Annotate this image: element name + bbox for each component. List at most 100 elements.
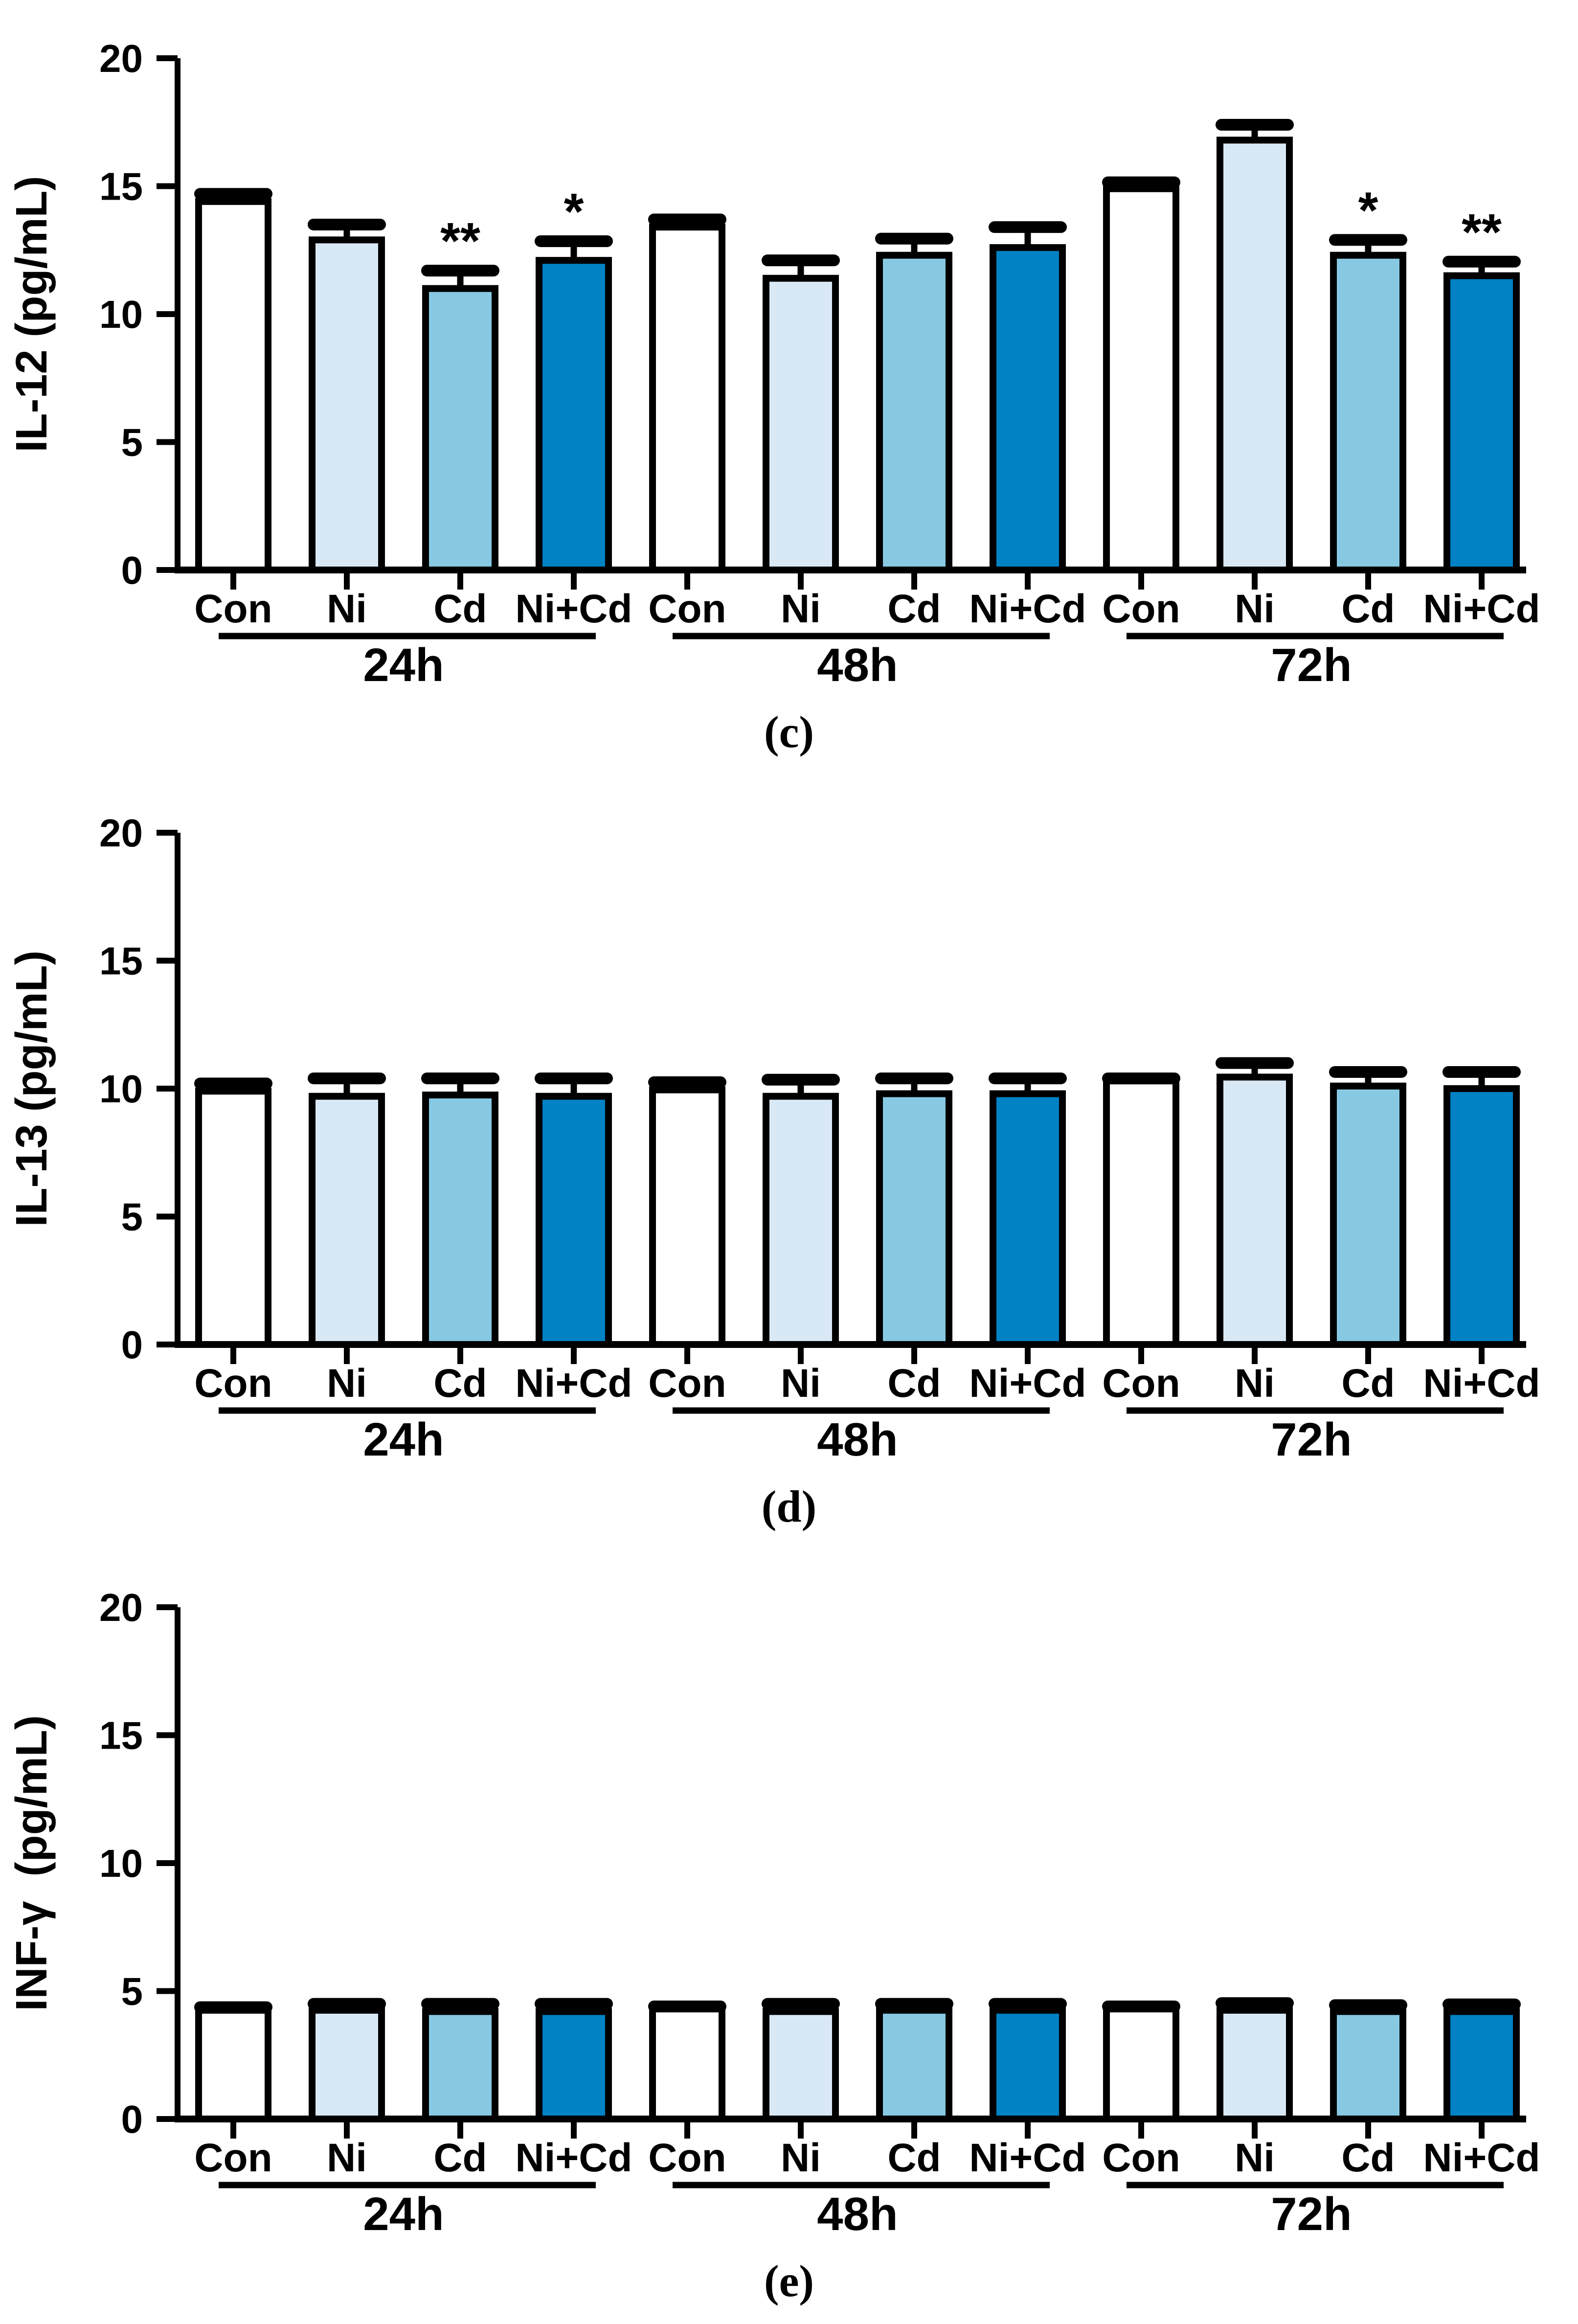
y-tick-label: 5 [121,1195,143,1239]
bar-48h-Ni+Cd [990,2006,1066,2122]
y-tick-label: 10 [99,1842,143,1885]
category-label: Ni+Cd [969,587,1086,631]
y-tick-label: 20 [99,811,143,855]
group-label: 48h [817,639,898,691]
group-label: 24h [363,639,444,691]
group-label: 48h [817,2188,898,2240]
category-label: Ni+Cd [969,2136,1086,2180]
category-label: Cd [887,1361,941,1406]
bar-24h-Ni+Cd [536,2008,612,2123]
y-tick-label: 20 [99,1586,143,1629]
category-label: Con [1102,587,1180,631]
bar-72h-Ni+Cd [1443,2008,1520,2123]
bar-72h-Ni [1217,1073,1293,1348]
category-label: Con [194,587,272,631]
category-label: Con [648,1361,726,1406]
panel-label-e: (e) [764,2256,814,2306]
category-label: Cd [1341,1361,1395,1406]
y-axis-title: IL-13 (pg/mL) [7,951,56,1227]
y-tick-label: 0 [121,548,143,592]
il12-bar-chart: 0 5 10 15 20 IL-12 (pg/mL) Con Ni ** Cd * Ni+Cd 24h C… [7,37,1540,691]
bar-48h-Con [649,1086,725,1348]
group-label: 24h [363,1413,444,1466]
group-label: 24h [363,2188,444,2240]
category-label: Ni+Cd [1423,587,1540,631]
bar-48h-Ni [763,274,839,573]
bar-24h-Cd [422,2008,498,2123]
significance-label: ** [1462,204,1502,261]
bar-48h-Ni [763,2008,839,2123]
bar-72h-Cd [1330,251,1406,573]
bar-48h-Ni [763,1093,839,1348]
bar-72h-Ni+Cd [1443,1085,1520,1348]
category-label: Con [1102,2136,1180,2180]
y-tick-label: 0 [121,2097,143,2141]
bar-48h-Ni+Cd [990,1090,1066,1348]
category-label: Ni [327,587,367,631]
panel-label-d: (d) [761,1481,817,1531]
bar-24h-Ni [309,2006,385,2122]
y-tick-label: 10 [99,1067,143,1111]
panel-label-c: (c) [764,707,814,757]
significance-label: * [564,183,584,240]
bar-72h-Ni [1217,137,1293,573]
bar-48h-Ni+Cd [990,244,1066,573]
chart-panel-d: 0 5 10 15 20 IL-13 (pg/mL) Con Ni Cd Ni+Cd 24h Con N… [0,775,1578,1549]
category-label: Ni+Cd [515,587,632,631]
category-label: Ni [327,1361,367,1406]
bar-48h-Cd [876,1090,952,1348]
bar-72h-Con [1103,1077,1179,1348]
y-tick-label: 0 [121,1323,143,1367]
category-label: Ni [327,2136,367,2180]
category-label: Con [194,1361,272,1406]
bar-72h-Ni [1217,2006,1293,2122]
category-label: Ni [1235,587,1275,631]
y-tick-label: 15 [99,165,143,208]
bar-48h-Cd [876,251,952,573]
bar-72h-Con [1103,185,1179,574]
category-label: Cd [433,587,487,631]
category-label: Cd [887,2136,941,2180]
bar-72h-Cd [1330,2008,1406,2123]
bar-24h-Ni+Cd [536,257,612,573]
group-label: 72h [1271,2188,1352,2240]
category-label: Ni [1235,2136,1275,2180]
category-label: Cd [433,1361,487,1406]
bar-48h-Cd [876,2006,952,2122]
y-tick-label: 20 [99,37,143,80]
category-label: Con [194,2136,272,2180]
y-axis-title: INF-γ (pg/mL) [7,1715,56,2011]
y-tick-label: 10 [99,293,143,336]
category-label: Ni+Cd [1423,2136,1540,2180]
bar-72h-Con [1103,2005,1179,2122]
significance-label: * [1358,182,1378,239]
category-label: Cd [433,2136,487,2180]
bar-72h-Cd [1330,1082,1406,1348]
bar-24h-Ni+Cd [536,1093,612,1348]
category-label: Ni+Cd [1423,1361,1540,1406]
group-label: 72h [1271,639,1352,691]
category-label: Ni+Cd [515,1361,632,1406]
category-label: Ni [781,2136,821,2180]
bar-48h-Con [649,224,725,573]
y-tick-label: 5 [121,421,143,464]
chart-panel-c: 0 5 10 15 20 IL-12 (pg/mL) Con Ni ** Cd * Ni+Cd 24h C… [0,0,1578,775]
category-label: Cd [1341,587,1395,631]
y-axis-title: IL-12 (pg/mL) [7,176,56,453]
bar-24h-Con [195,2006,271,2122]
bar-24h-Cd [422,1092,498,1348]
category-label: Cd [887,587,941,631]
bar-24h-Ni [309,236,385,573]
y-tick-label: 5 [121,1970,143,2013]
category-label: Ni [1235,1361,1275,1406]
category-label: Con [1102,1361,1180,1406]
bar-24h-Con [195,1088,271,1348]
category-label: Con [648,587,726,631]
significance-label: ** [440,212,480,270]
category-label: Ni [781,1361,821,1406]
bar-48h-Con [649,2005,725,2122]
group-label: 72h [1271,1413,1352,1466]
group-label: 48h [817,1413,898,1466]
infg-bar-chart: 0 5 10 15 20 INF-γ (pg/mL) Con Ni Cd Ni+Cd 24h Con N… [7,1586,1540,2240]
